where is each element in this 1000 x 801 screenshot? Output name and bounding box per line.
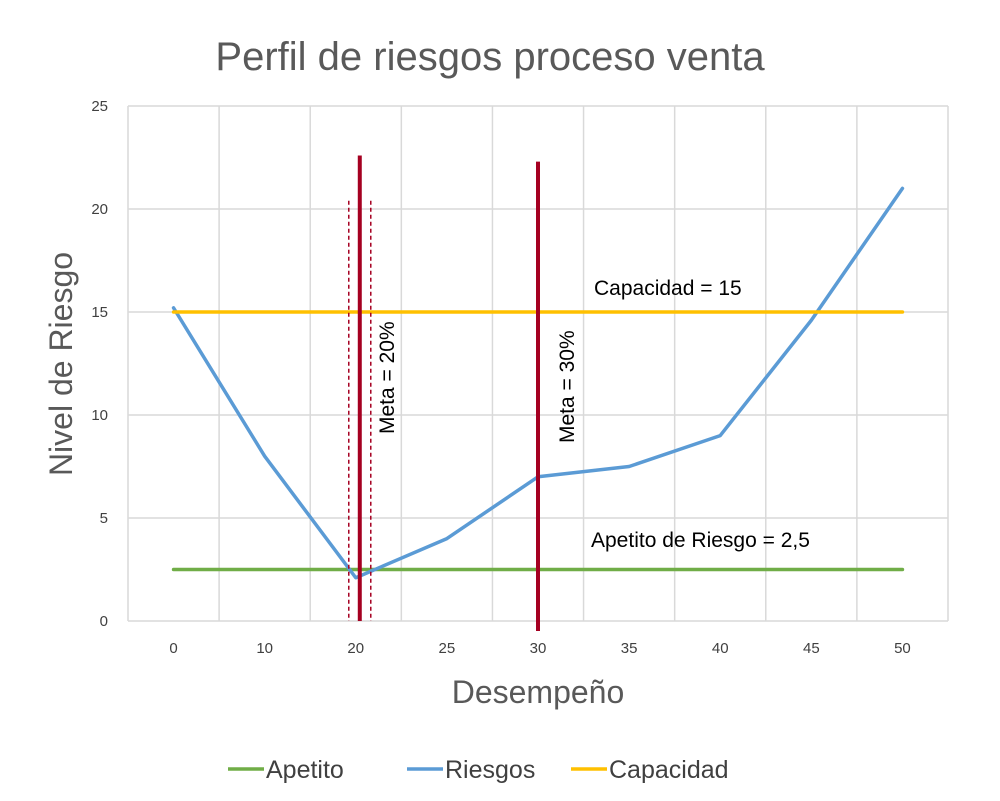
annotation-capacidad: Capacidad = 15 — [594, 277, 742, 300]
x-tick-label: 45 — [803, 640, 820, 657]
x-tick-label: 40 — [712, 640, 729, 657]
y-tick-label: 10 — [91, 407, 108, 424]
x-tick-label: 10 — [256, 640, 273, 657]
x-tick-labels: 0 10 20 25 30 35 40 45 50 — [169, 640, 910, 657]
y-tick-label: 25 — [91, 98, 108, 115]
x-tick-label: 20 — [347, 640, 364, 657]
y-axis-title: Nivel de Riesgo — [43, 252, 79, 476]
x-tick-label: 30 — [530, 640, 547, 657]
y-tick-labels: 0 5 10 15 20 25 — [91, 98, 108, 630]
y-tick-label: 5 — [100, 510, 108, 527]
chart-title: Perfil de riesgos proceso venta — [215, 35, 765, 79]
x-tick-label: 50 — [894, 640, 911, 657]
y-tick-label: 20 — [91, 201, 108, 218]
annotation-meta-20: Meta = 20% — [376, 321, 399, 434]
x-tick-label: 0 — [169, 640, 177, 657]
x-axis-title: Desempeño — [452, 674, 625, 710]
annotation-meta-30: Meta = 30% — [556, 330, 579, 443]
y-tick-label: 0 — [100, 613, 108, 630]
y-tick-label: 15 — [91, 304, 108, 321]
legend: Apetito Riesgos Capacidad — [228, 756, 729, 784]
legend-label-capacidad: Capacidad — [609, 756, 729, 784]
legend-label-apetito: Apetito — [266, 756, 344, 784]
annotation-apetito: Apetito de Riesgo = 2,5 — [591, 529, 810, 552]
x-tick-label: 35 — [621, 640, 638, 657]
meta-lines — [348, 155, 540, 631]
legend-label-riesgos: Riesgos — [445, 756, 535, 784]
x-tick-label: 25 — [439, 640, 456, 657]
